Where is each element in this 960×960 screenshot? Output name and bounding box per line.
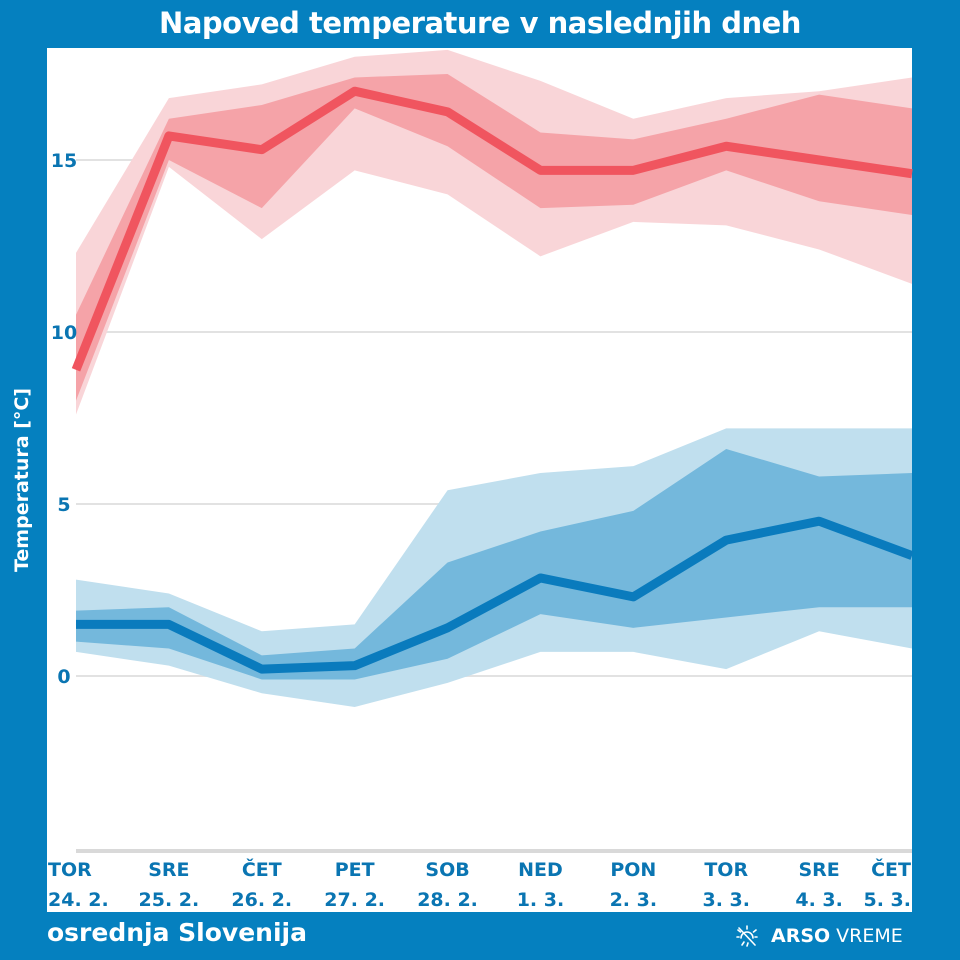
- x-tick-date: 28. 2.: [417, 889, 478, 911]
- bands: [76, 49, 912, 707]
- x-tick-day: SOB: [425, 859, 469, 881]
- max-temp-median-line: [71, 86, 913, 372]
- x-tick-date: 1. 3.: [517, 889, 565, 911]
- y-tick-label: 5: [57, 494, 70, 516]
- weather-sun-slash-icon: [736, 925, 758, 947]
- x-ticks: TOR 24. 2. SRE 25. 2. ČET 26. 2. PET 27. 2. SOB 2…: [48, 857, 911, 911]
- x-tick-day: TOR: [48, 859, 92, 881]
- brand-name-light: VREME: [836, 925, 903, 947]
- x-tick-day: TOR: [704, 859, 748, 881]
- region-label: osrednja Slovenija: [47, 918, 307, 947]
- x-tick-date: 24. 2.: [48, 889, 109, 911]
- y-tick-label: 10: [51, 322, 77, 344]
- x-tick-day: SRE: [148, 859, 189, 881]
- x-tick-date: 2. 3.: [610, 889, 658, 911]
- y-tick-label: 0: [57, 666, 70, 688]
- x-tick-day: PET: [335, 859, 375, 881]
- y-tick-label: 15: [51, 150, 77, 172]
- x-tick-day: ČET: [242, 857, 282, 881]
- lines: [71, 86, 914, 674]
- brand-name-bold: ARSO: [771, 925, 831, 947]
- brand-logo: ARSO VREME: [735, 924, 903, 948]
- x-tick-day: ČET: [871, 857, 911, 881]
- x-tick-date: 25. 2.: [139, 889, 200, 911]
- x-tick-date: 26. 2.: [231, 889, 292, 911]
- x-tick-day: NED: [518, 859, 563, 881]
- x-tick-day: PON: [610, 859, 656, 881]
- x-tick-date: 3. 3.: [702, 889, 750, 911]
- min-temp-median-line: [76, 516, 914, 674]
- x-tick-date: 5. 3.: [864, 889, 912, 911]
- x-tick-day: SRE: [798, 859, 839, 881]
- min-temp-inner-band: [76, 448, 912, 680]
- x-tick-date: 4. 3.: [795, 889, 843, 911]
- y-ticks: 0 5 10 15: [51, 150, 77, 688]
- chart-title: Napoved temperature v naslednjih dneh: [159, 6, 801, 40]
- x-tick-date: 27. 2.: [324, 889, 385, 911]
